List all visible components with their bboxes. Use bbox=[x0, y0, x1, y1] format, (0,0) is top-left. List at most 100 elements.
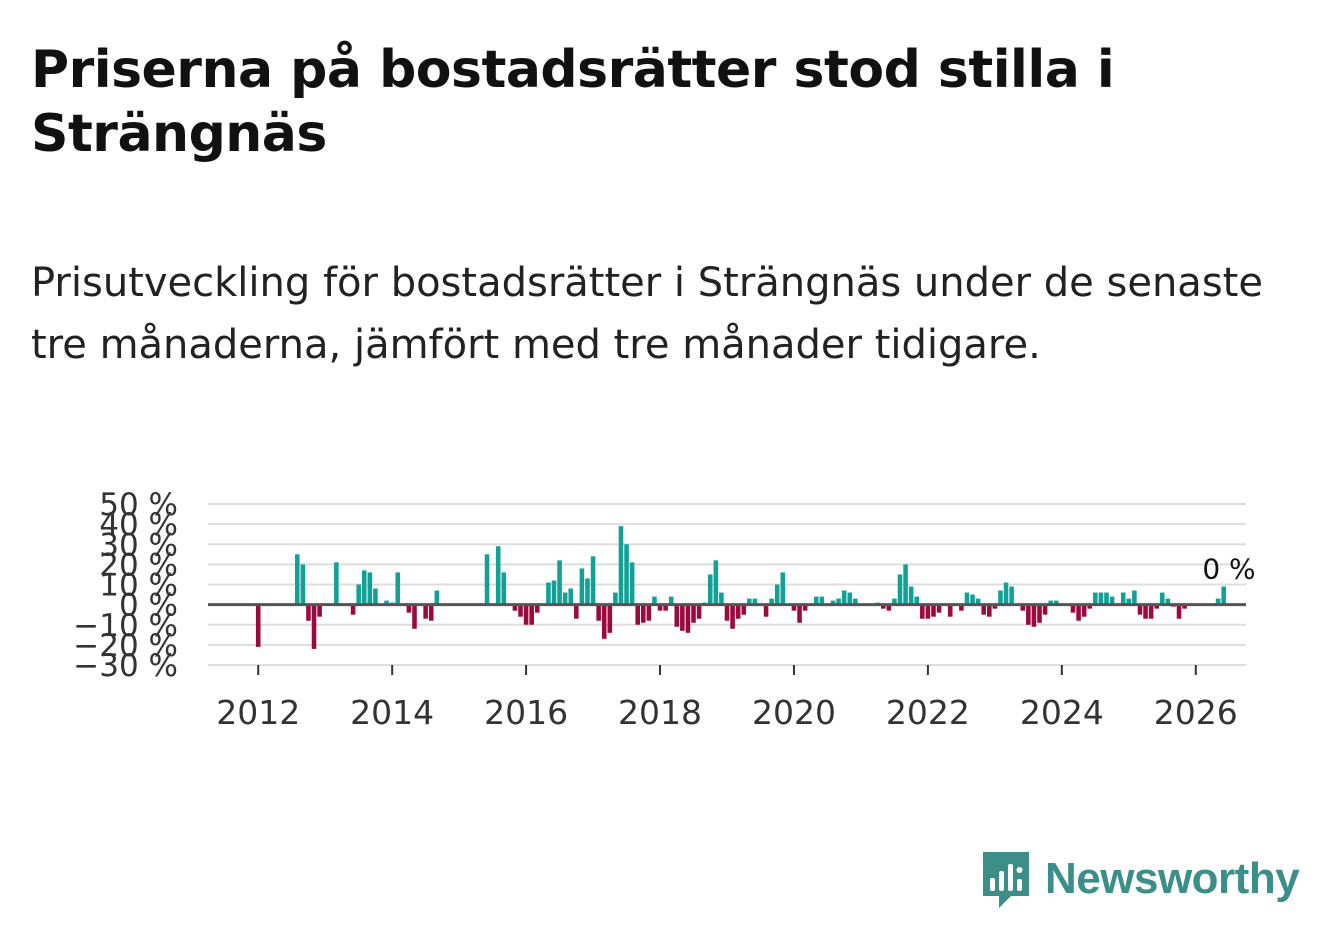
bar bbox=[1087, 604, 1093, 609]
bar bbox=[713, 560, 719, 605]
bar bbox=[814, 596, 819, 605]
bar bbox=[959, 604, 964, 611]
bar bbox=[914, 596, 920, 605]
bar bbox=[819, 596, 825, 605]
bar bbox=[350, 604, 356, 615]
bar bbox=[1137, 604, 1143, 615]
bar bbox=[512, 604, 518, 611]
bar bbox=[255, 604, 261, 647]
bar bbox=[920, 604, 925, 619]
bar bbox=[1126, 598, 1132, 605]
bar bbox=[1120, 592, 1126, 605]
y-tick-label: 10 % bbox=[99, 568, 178, 604]
bar bbox=[523, 604, 529, 625]
y-tick-label: 40 % bbox=[99, 507, 178, 543]
bar bbox=[574, 604, 579, 619]
x-tick-label: 2018 bbox=[618, 693, 702, 732]
bar bbox=[613, 592, 618, 605]
bar bbox=[646, 604, 652, 621]
bar bbox=[970, 594, 975, 605]
x-tick-label: 2014 bbox=[350, 693, 434, 732]
y-tick-label: −20 % bbox=[73, 628, 178, 664]
bar bbox=[529, 604, 534, 625]
bar bbox=[797, 604, 802, 623]
bar bbox=[696, 604, 702, 619]
bar bbox=[908, 586, 914, 605]
bar bbox=[931, 604, 936, 617]
bar bbox=[384, 600, 389, 605]
bar bbox=[501, 572, 507, 605]
chart-subtitle: Prisutveckling för bostadsrätter i Strän… bbox=[31, 260, 1263, 368]
bar bbox=[356, 584, 361, 605]
bar bbox=[780, 572, 786, 605]
bar bbox=[624, 544, 629, 605]
bar bbox=[1132, 590, 1137, 605]
bar bbox=[428, 604, 434, 621]
bar bbox=[719, 592, 724, 605]
bar bbox=[1182, 604, 1187, 609]
y-tick-label: −30 % bbox=[73, 648, 178, 684]
bar bbox=[897, 574, 903, 605]
bar bbox=[596, 604, 601, 621]
bar bbox=[495, 546, 501, 605]
bar bbox=[361, 570, 367, 605]
x-tick-label: 2020 bbox=[752, 693, 836, 732]
bar bbox=[724, 604, 730, 621]
annotations: 0 % bbox=[1202, 553, 1255, 586]
bar bbox=[791, 604, 797, 611]
bar bbox=[992, 604, 998, 609]
y-tick-label: 20 % bbox=[99, 547, 178, 583]
x-tick-label: 2016 bbox=[484, 693, 568, 732]
bar bbox=[892, 598, 897, 605]
bar bbox=[311, 604, 317, 649]
x-axis: 2012 2014 2016 2018 2020 2022 2024 2026 bbox=[216, 665, 1238, 732]
bar bbox=[534, 604, 540, 613]
bar bbox=[652, 596, 657, 605]
bar bbox=[306, 604, 311, 621]
bar bbox=[629, 562, 635, 605]
brand-name: Newsworthy bbox=[1045, 854, 1300, 903]
bar bbox=[1076, 604, 1081, 621]
bar bbox=[334, 562, 339, 605]
y-tick-label: 30 % bbox=[99, 527, 178, 563]
bar bbox=[1031, 604, 1037, 627]
bar bbox=[618, 526, 624, 605]
bar bbox=[841, 590, 847, 605]
y-tick-label: 50 % bbox=[99, 487, 178, 523]
bar bbox=[1143, 604, 1148, 619]
bar bbox=[557, 560, 562, 605]
bar bbox=[1048, 600, 1053, 605]
bar bbox=[295, 554, 300, 605]
bar bbox=[1176, 604, 1182, 619]
chart-title: Priserna på bostadsrätter stod stilla i … bbox=[31, 40, 1115, 164]
bar bbox=[373, 588, 378, 605]
bar bbox=[802, 604, 808, 611]
bar bbox=[412, 604, 417, 629]
bar bbox=[635, 604, 640, 625]
bar bbox=[1070, 604, 1076, 613]
bar bbox=[1081, 604, 1087, 617]
bar bbox=[1160, 592, 1165, 605]
bar bbox=[830, 600, 836, 605]
bar bbox=[707, 574, 713, 605]
bar bbox=[1020, 604, 1026, 611]
bar bbox=[987, 604, 992, 617]
bar bbox=[579, 568, 585, 605]
bar bbox=[1221, 586, 1226, 605]
bar bbox=[981, 604, 986, 615]
bar bbox=[1003, 582, 1009, 605]
bar bbox=[395, 572, 401, 605]
bar bbox=[975, 598, 981, 605]
bar bbox=[1093, 592, 1098, 605]
bar bbox=[657, 604, 663, 611]
bar bbox=[590, 556, 596, 605]
bar bbox=[674, 604, 680, 627]
bar bbox=[1154, 604, 1159, 609]
x-tick-label: 2026 bbox=[1154, 693, 1238, 732]
gridlines bbox=[208, 503, 1246, 666]
bar bbox=[998, 590, 1003, 605]
bar bbox=[735, 604, 741, 619]
bar bbox=[763, 604, 769, 617]
y-tick-label: 0 % bbox=[119, 588, 178, 624]
bar bbox=[691, 604, 696, 623]
